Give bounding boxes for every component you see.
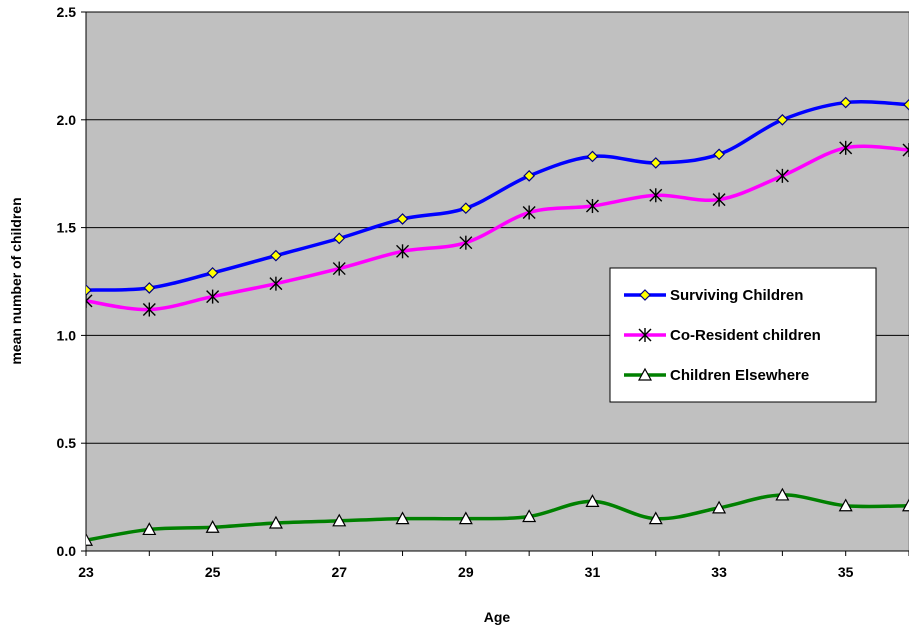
data-point [396,213,409,225]
data-point [901,498,909,512]
series-layer [86,96,909,546]
data-point [522,205,536,220]
legend-marker [639,289,651,301]
data-point [713,148,725,161]
data-point [332,513,347,527]
x-tick-label: 27 [331,564,347,580]
data-point [86,293,93,308]
data-point [522,509,537,523]
legend-marker [637,367,653,381]
data-point [458,511,473,525]
data-point [142,302,156,317]
y-tick-label: 2.0 [57,112,77,128]
data-point [459,235,473,250]
y-tick-label: 0.5 [57,435,77,451]
legend-item: Children Elsewhere [624,367,809,384]
data-point [649,188,663,203]
data-point [775,487,790,501]
data-point [838,498,853,512]
x-tick-label: 29 [458,564,474,580]
x-axis-title: Age [484,609,511,625]
legend-label: Co-Resident children [670,327,821,344]
data-point [903,98,909,111]
x-tick-label: 25 [205,564,221,580]
x-tick-label: 31 [585,564,601,580]
y-axis-title: mean number of children [8,197,24,364]
legend-marker [638,328,652,342]
data-point [86,532,94,546]
legend-label: Surviving Children [670,287,803,304]
tick-labels: 0.0 0.5 1.0 1.5 2.0 2.5 23 25 27 29 31 33 35 [57,4,854,580]
data-point [395,511,410,525]
series-children-elsewhere [86,487,909,546]
x-tick-label: 23 [78,564,94,580]
data-point [206,289,220,304]
data-point [86,284,92,296]
legend-item: Co-Resident children [624,327,821,344]
y-tick-label: 1.0 [57,327,77,343]
data-point [775,168,789,183]
x-tick-label: 35 [838,564,854,580]
series-surviving-children [86,96,909,296]
data-point [143,282,156,294]
data-point [776,113,789,126]
data-point [459,202,472,215]
data-point [586,150,599,163]
data-point [839,96,852,109]
axes [81,11,909,556]
data-point [585,494,600,508]
data-point [839,140,853,155]
data-point [396,244,410,259]
y-tick-label: 2.5 [57,4,77,20]
data-point [585,199,599,214]
x-tick-label: 33 [711,564,727,580]
data-point [269,276,283,291]
data-point [649,157,662,169]
legend: Surviving Children Co-Resident children Ch… [609,267,877,403]
data-point [712,500,727,514]
data-point [270,249,282,262]
data-point [332,261,346,276]
series-line [86,493,909,542]
data-point [206,267,219,279]
data-point [523,170,536,182]
data-point [902,142,909,157]
y-tick-label: 0.0 [57,543,77,559]
data-point [333,232,346,245]
y-tick-label: 1.5 [57,220,77,236]
legend-item: Surviving Children [624,287,803,304]
data-point [205,520,220,533]
data-point [268,515,283,529]
data-point [142,522,157,536]
series-line [86,144,909,312]
data-point [712,192,726,207]
data-point [648,511,663,525]
legend-label: Children Elsewhere [670,367,809,384]
series-line [86,100,909,292]
series-co-resident-children [86,140,909,317]
